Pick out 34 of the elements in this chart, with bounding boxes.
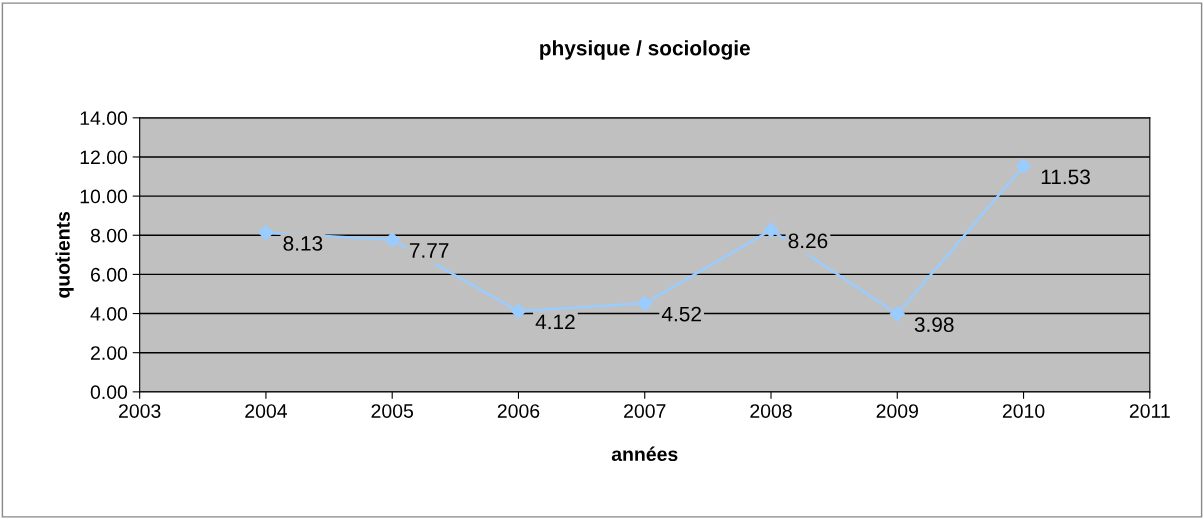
data-label: 11.53 — [1041, 169, 1090, 185]
x-tick-label: 2009 — [876, 404, 918, 418]
y-tick-label: 0.00 — [90, 385, 128, 400]
point — [763, 222, 779, 238]
y-tick-label: 8.00 — [90, 228, 128, 243]
point — [637, 295, 653, 311]
data-label: 4.12 — [535, 314, 575, 330]
data-label: 8.13 — [283, 236, 323, 251]
point — [889, 306, 905, 322]
data-label: 7.77 — [409, 243, 449, 258]
y-axis-title: quotients — [55, 211, 74, 298]
y-tick-label: 4.00 — [90, 307, 128, 321]
y-tick-label: 6.00 — [91, 267, 128, 282]
point — [510, 303, 527, 319]
x-tick-label: 2008 — [750, 404, 792, 418]
y-tick-label: 12.00 — [80, 150, 128, 165]
point — [384, 232, 400, 248]
point — [258, 225, 274, 241]
x-tick-label: 2006 — [497, 404, 540, 418]
chart-title: physique / sociologie — [540, 40, 750, 60]
x-tick-label: 2005 — [371, 404, 414, 418]
y-tick-label: 14.00 — [80, 111, 128, 126]
y-tick-label: 2.00 — [91, 346, 128, 360]
point — [1015, 158, 1032, 174]
x-tick-label: 2003 — [119, 404, 161, 418]
y-tick-label: 10.00 — [80, 189, 128, 204]
data-label: 8.26 — [788, 233, 828, 249]
x-tick-label: 2010 — [1002, 404, 1045, 418]
data-label: 4.52 — [661, 306, 701, 322]
x-tick-label: 2007 — [624, 404, 666, 418]
x-axis-title: années — [611, 446, 678, 462]
x-tick-label: 2004 — [245, 404, 287, 418]
x-tick-label: 2011 — [1129, 404, 1170, 418]
data-label: 3.98 — [914, 317, 954, 333]
